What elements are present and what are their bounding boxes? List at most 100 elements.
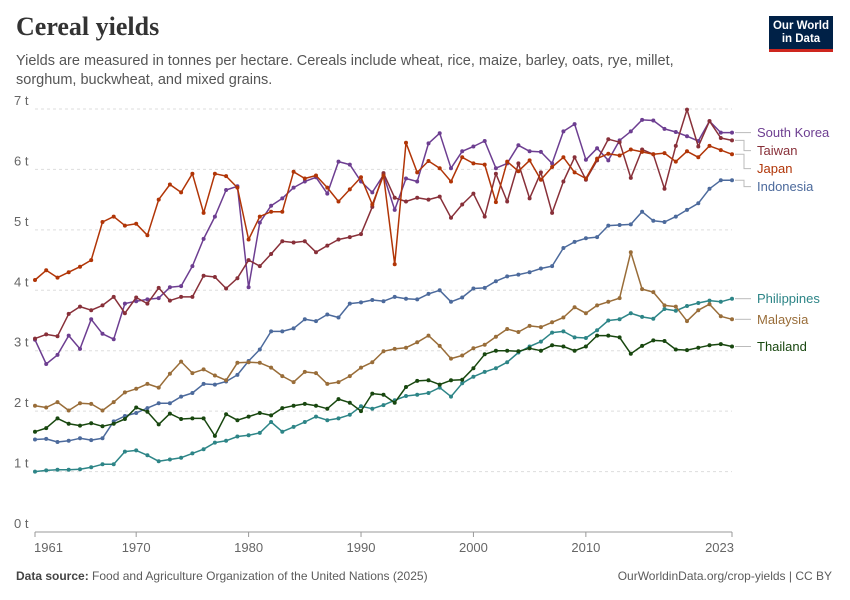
data-point[interactable] (179, 455, 184, 460)
data-point[interactable] (404, 140, 408, 145)
data-point[interactable] (730, 130, 734, 135)
data-point[interactable] (111, 337, 116, 342)
data-point[interactable] (482, 139, 487, 143)
data-point[interactable] (167, 371, 172, 376)
series-line[interactable] (34, 142, 733, 281)
data-point[interactable] (730, 296, 734, 301)
data-point[interactable] (100, 331, 105, 336)
data-point[interactable] (460, 155, 465, 160)
data-point[interactable] (280, 429, 285, 434)
series-indonesia[interactable] (33, 178, 734, 444)
data-point[interactable] (730, 152, 734, 157)
data-point[interactable] (550, 161, 555, 166)
data-point[interactable] (617, 335, 622, 340)
data-point[interactable] (685, 348, 689, 353)
data-point[interactable] (426, 141, 431, 146)
data-point[interactable] (66, 333, 71, 338)
data-point[interactable] (673, 159, 678, 164)
data-point[interactable] (145, 297, 150, 302)
data-point[interactable] (561, 129, 566, 134)
data-point[interactable] (257, 220, 262, 225)
data-point[interactable] (572, 335, 577, 340)
data-point[interactable] (291, 240, 296, 245)
data-point[interactable] (437, 166, 442, 171)
data-point[interactable] (662, 339, 667, 343)
data-point[interactable] (572, 170, 577, 175)
data-point[interactable] (212, 275, 217, 279)
data-point[interactable] (426, 197, 431, 202)
data-point[interactable] (493, 200, 498, 205)
data-point[interactable] (246, 414, 251, 419)
data-point[interactable] (415, 378, 420, 383)
data-point[interactable] (449, 356, 453, 361)
data-point[interactable] (527, 346, 532, 351)
data-point[interactable] (606, 151, 611, 156)
data-point[interactable] (696, 155, 701, 160)
data-point[interactable] (685, 319, 689, 324)
data-point[interactable] (122, 449, 127, 454)
data-point[interactable] (460, 353, 465, 358)
series-line[interactable] (34, 119, 732, 365)
data-point[interactable] (89, 401, 94, 406)
data-point[interactable] (404, 345, 408, 350)
data-point[interactable] (426, 391, 431, 395)
data-point[interactable] (696, 345, 701, 350)
data-point[interactable] (471, 191, 476, 196)
data-point[interactable] (190, 391, 195, 395)
data-point[interactable] (696, 144, 701, 149)
data-point[interactable] (212, 171, 217, 176)
data-point[interactable] (156, 285, 161, 290)
data-point[interactable] (201, 273, 206, 278)
data-point[interactable] (134, 299, 139, 304)
data-point[interactable] (628, 311, 633, 316)
data-point[interactable] (269, 203, 274, 208)
data-point[interactable] (55, 400, 60, 405)
data-point[interactable] (673, 130, 678, 134)
data-point[interactable] (359, 365, 363, 370)
data-point[interactable] (66, 408, 71, 413)
data-point[interactable] (527, 196, 532, 201)
data-point[interactable] (291, 380, 296, 385)
data-point[interactable] (718, 314, 723, 319)
data-point[interactable] (493, 348, 498, 353)
data-point[interactable] (122, 311, 127, 316)
data-point[interactable] (235, 434, 240, 439)
data-point[interactable] (516, 349, 521, 354)
data-point[interactable] (325, 381, 330, 386)
data-point[interactable] (280, 239, 285, 244)
data-point[interactable] (606, 299, 611, 304)
data-point[interactable] (224, 438, 229, 443)
data-point[interactable] (527, 149, 532, 154)
data-point[interactable] (415, 392, 420, 397)
data-point[interactable] (145, 409, 150, 414)
data-point[interactable] (167, 182, 172, 187)
data-point[interactable] (44, 332, 49, 337)
data-point[interactable] (302, 420, 307, 424)
data-point[interactable] (302, 239, 307, 244)
data-point[interactable] (572, 239, 577, 244)
data-point[interactable] (707, 119, 712, 124)
data-point[interactable] (78, 467, 82, 472)
data-point[interactable] (516, 143, 521, 148)
data-point[interactable] (55, 352, 60, 357)
data-point[interactable] (595, 235, 600, 240)
data-point[interactable] (291, 185, 296, 190)
data-point[interactable] (673, 214, 678, 219)
data-point[interactable] (583, 157, 588, 162)
series-japan[interactable] (33, 140, 734, 282)
data-point[interactable] (561, 315, 566, 320)
data-point[interactable] (145, 233, 150, 238)
data-point[interactable] (437, 385, 442, 390)
data-point[interactable] (426, 159, 431, 163)
series-label[interactable]: Taiwan (757, 143, 797, 158)
series-label[interactable]: Thailand (757, 339, 807, 354)
data-point[interactable] (707, 302, 712, 307)
series-label[interactable]: Malaysia (757, 312, 809, 327)
data-point[interactable] (190, 264, 195, 269)
data-point[interactable] (718, 299, 723, 304)
data-point[interactable] (482, 162, 487, 167)
data-point[interactable] (516, 169, 521, 174)
data-point[interactable] (66, 438, 71, 443)
data-point[interactable] (628, 147, 633, 152)
data-point[interactable] (89, 258, 94, 263)
